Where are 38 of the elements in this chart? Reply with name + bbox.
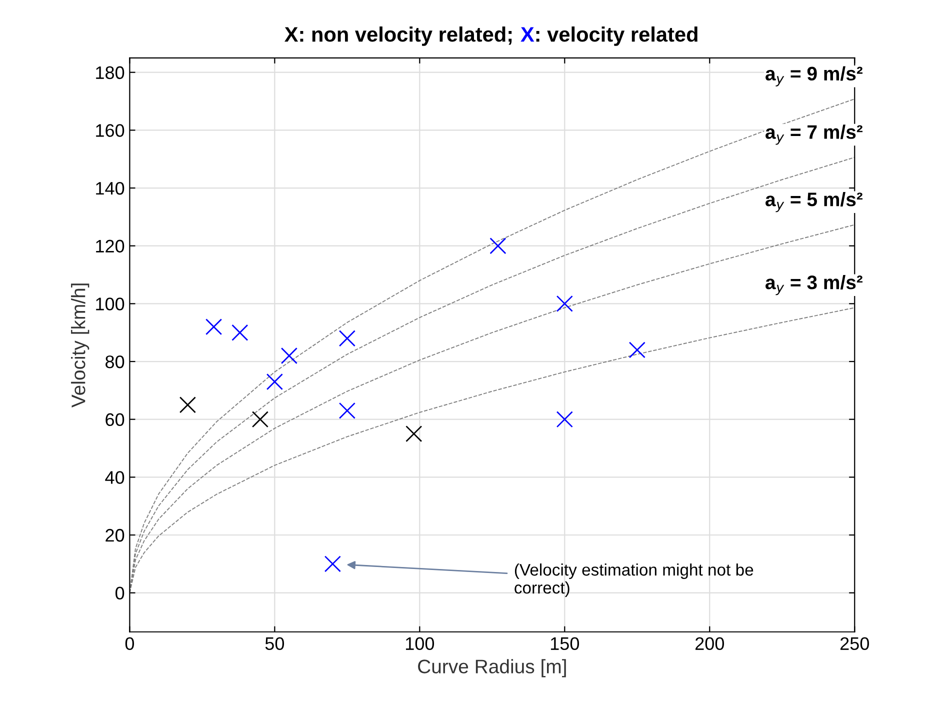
- point: [324, 556, 341, 572]
- y-tick-label: 20: [106, 528, 124, 542]
- y-tick-label: 60: [106, 413, 124, 426]
- point: [280, 347, 298, 364]
- x-tick-label: 200: [695, 637, 724, 650]
- point: [252, 411, 268, 428]
- x-axis-title: Curve Radius [m]: [418, 659, 566, 678]
- point: [205, 318, 222, 336]
- y-axis-title: Velocity [km/h]: [71, 284, 90, 408]
- series-label: a$_{y}$ = 5 m/s²: [766, 192, 862, 212]
- chart-title: X: non velocity related; X: velocity related: [284, 26, 698, 46]
- point: [556, 295, 573, 312]
- point: [266, 373, 283, 390]
- x-tick-label: 150: [550, 637, 580, 650]
- point: [490, 238, 506, 254]
- series-label: a$_{y}$ = 3 m/s²: [766, 275, 862, 296]
- x-tick-label: 250: [840, 637, 869, 650]
- y-tick-label: 0: [115, 586, 124, 600]
- y-tick-label: 140: [96, 182, 124, 195]
- point: [406, 425, 422, 442]
- point: [628, 342, 646, 358]
- point: [232, 324, 248, 341]
- y-tick-label: 160: [96, 124, 124, 137]
- x-tick-label: 0: [125, 637, 134, 650]
- point: [338, 402, 356, 419]
- point: [338, 330, 356, 347]
- series-label: a$_{y}$ = 9 m/s²: [766, 66, 862, 86]
- x-tick-label: 50: [265, 637, 284, 650]
- point: [556, 411, 573, 428]
- series-label: a$_{y}$ = 7 m/s²: [766, 124, 862, 145]
- y-tick-label: 80: [106, 355, 124, 368]
- y-tick-label: 40: [105, 471, 124, 484]
- point: [179, 396, 196, 414]
- y-tick-label: 180: [96, 66, 124, 80]
- y-tick-label: 120: [96, 240, 124, 253]
- x-tick-label: 100: [406, 637, 434, 650]
- annotation: (Velocity estimation might not be correct): [514, 563, 754, 597]
- y-tick-label: 100: [96, 298, 124, 310]
